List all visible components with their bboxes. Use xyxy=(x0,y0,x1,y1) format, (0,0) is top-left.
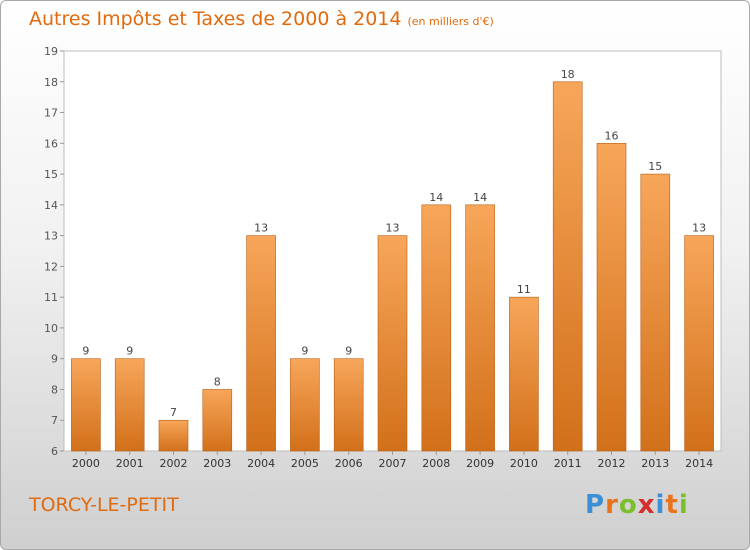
y-tick-label: 19 xyxy=(44,45,58,58)
bar xyxy=(421,204,452,452)
x-tick-label: 2004 xyxy=(247,457,275,470)
bar xyxy=(114,358,145,452)
y-tick-label: 7 xyxy=(51,414,58,427)
bar-value-label: 8 xyxy=(214,375,221,388)
bar-value-label: 11 xyxy=(517,283,531,296)
bar xyxy=(202,389,233,452)
bar-value-label: 14 xyxy=(473,191,487,204)
bar xyxy=(640,173,671,452)
x-tick-label: 2005 xyxy=(291,457,319,470)
logo-letter: i xyxy=(678,490,689,520)
logo-letter: i xyxy=(655,490,666,520)
chart-title-text: Autres Impôts et Taxes de 2000 à 2014 xyxy=(29,8,402,30)
y-tick-label: 11 xyxy=(44,291,58,304)
bar xyxy=(158,419,189,452)
bar-value-label: 13 xyxy=(692,222,706,235)
bar-value-label: 13 xyxy=(254,222,268,235)
x-tick-label: 2001 xyxy=(116,457,144,470)
y-tick-label: 8 xyxy=(51,383,58,396)
bar xyxy=(71,358,101,452)
bar xyxy=(509,296,539,452)
bar-value-label: 7 xyxy=(170,406,177,419)
bar-value-label: 9 xyxy=(301,345,308,358)
bar xyxy=(552,81,583,452)
y-tick-label: 12 xyxy=(44,260,58,273)
x-tick-label: 2012 xyxy=(598,457,626,470)
bar-value-label: 18 xyxy=(561,68,575,81)
y-tick-label: 13 xyxy=(44,230,58,243)
bar xyxy=(377,235,408,452)
x-tick-label: 2009 xyxy=(466,457,494,470)
x-tick-label: 2007 xyxy=(379,457,407,470)
y-tick-label: 6 xyxy=(51,445,58,458)
bar-value-label: 9 xyxy=(345,345,352,358)
bar-value-label: 9 xyxy=(82,345,89,358)
y-tick-label: 10 xyxy=(44,322,58,335)
bar xyxy=(684,235,714,452)
y-tick-label: 17 xyxy=(44,107,58,120)
x-tick-label: 2006 xyxy=(335,457,363,470)
x-tick-label: 2010 xyxy=(510,457,538,470)
bar-value-label: 9 xyxy=(126,345,133,358)
commune-name: TORCY-LE-PETIT xyxy=(29,494,179,516)
bar-value-label: 15 xyxy=(648,160,662,173)
bar-value-label: 14 xyxy=(429,191,443,204)
logo-letter: t xyxy=(665,490,679,520)
chart-subtitle: (en milliers d'€) xyxy=(407,15,494,28)
y-tick-label: 9 xyxy=(51,353,58,366)
y-tick-label: 18 xyxy=(44,76,58,89)
bar xyxy=(290,358,320,452)
x-tick-label: 2002 xyxy=(160,457,188,470)
y-tick-label: 15 xyxy=(44,168,58,181)
logo-letter: P xyxy=(585,490,606,520)
x-tick-label: 2003 xyxy=(203,457,231,470)
y-tick-label: 14 xyxy=(44,199,58,212)
x-tick-label: 2000 xyxy=(72,457,100,470)
y-tick-label: 16 xyxy=(44,137,58,150)
x-tick-label: 2013 xyxy=(641,457,669,470)
bar xyxy=(333,358,364,452)
bar xyxy=(465,204,495,452)
x-tick-label: 2008 xyxy=(422,457,450,470)
bar-value-label: 13 xyxy=(386,222,400,235)
chart-title: Autres Impôts et Taxes de 2000 à 2014 (en… xyxy=(29,8,494,30)
bar xyxy=(596,143,627,452)
logo-letter: o xyxy=(618,490,638,520)
x-tick-label: 2014 xyxy=(685,457,713,470)
bar xyxy=(246,235,276,452)
logo-letter: r xyxy=(605,490,619,520)
logo-letter: x xyxy=(637,490,656,520)
bar-value-label: 16 xyxy=(605,129,619,142)
x-tick-label: 2011 xyxy=(554,457,582,470)
proxiti-logo: Proxiti xyxy=(585,490,689,520)
